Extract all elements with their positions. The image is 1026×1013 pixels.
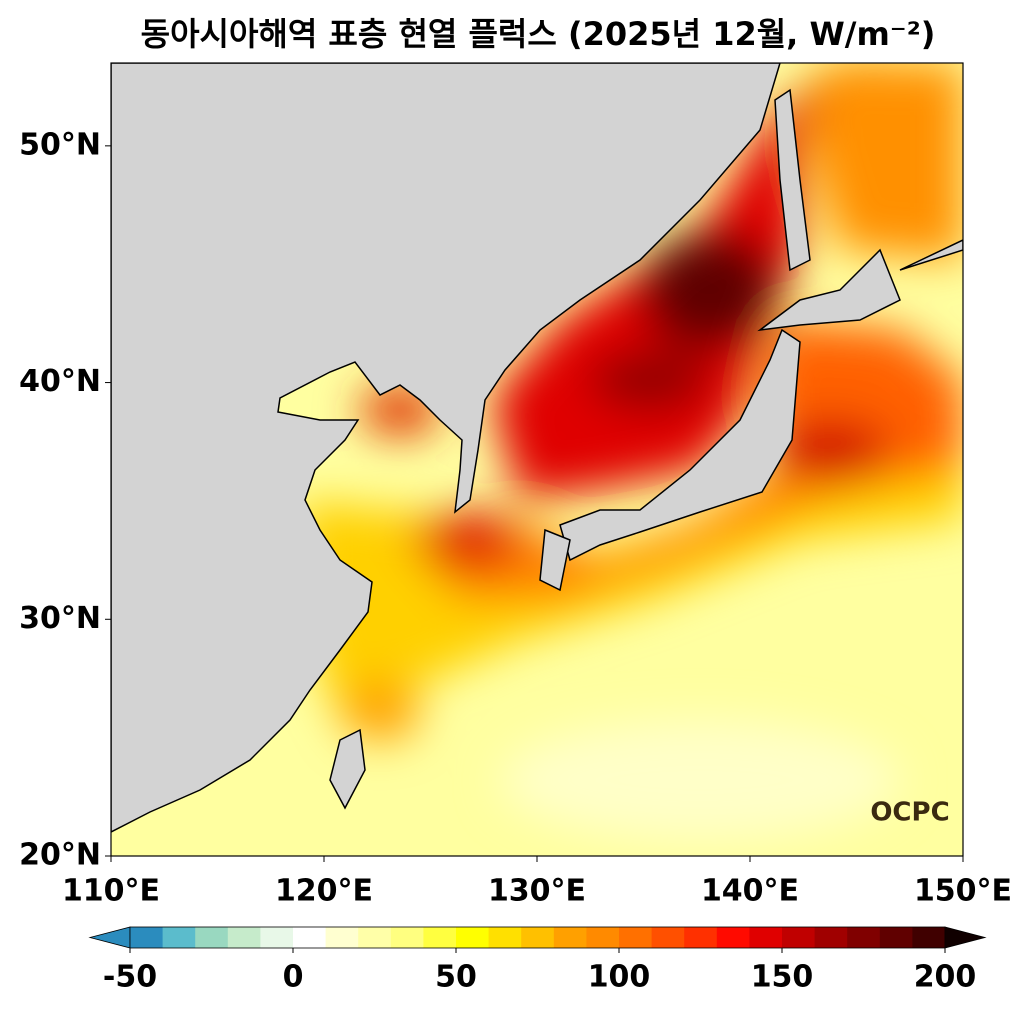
colorbar-bin: [782, 927, 816, 948]
colorbar-bin: [423, 927, 457, 948]
colorbar-bin: [847, 927, 881, 948]
title: 동아시아해역 표층 현열 플럭스 (2025년 12월, W/m⁻²): [141, 15, 936, 53]
colorbar-bin: [260, 927, 294, 948]
colorbar: -50 0 50 100 150 200: [88, 926, 987, 995]
y-tick-label: 50°N: [19, 127, 101, 162]
colorbar-tick-label: -50: [103, 960, 157, 995]
colorbar-bin: [130, 927, 164, 948]
x-tick-label: 120°E: [275, 874, 373, 909]
axes: 110°E 120°E 130°E 140°E 150°E 20°N 30°N 40°N 50°…: [19, 127, 1012, 908]
colorbar-bin: [814, 927, 848, 948]
x-tick-label: 110°E: [62, 874, 160, 909]
colorbar-bin: [227, 927, 261, 948]
colorbar-bin: [749, 927, 783, 948]
colorbar-bin: [488, 927, 522, 948]
land: [111, 63, 963, 833]
colorbar-tick-label: 200: [914, 960, 977, 995]
flux-shading: [300, 63, 963, 840]
x-tick-label: 140°E: [701, 874, 799, 909]
colorbar-tick-label: 50: [435, 960, 477, 995]
y-tick-label: 40°N: [19, 364, 101, 399]
x-tick-label: 130°E: [488, 874, 586, 909]
map-field: OCPC: [111, 63, 963, 856]
colorbar-bin: [619, 927, 653, 948]
colorbar-bin: [586, 927, 620, 948]
y-tick-label: 30°N: [19, 601, 101, 636]
colorbar-bin: [456, 927, 490, 948]
colorbar-under: [88, 926, 131, 949]
colorbar-tick-label: 100: [588, 960, 651, 995]
colorbar-bin: [162, 927, 196, 948]
colorbar-bin: [293, 927, 327, 948]
colorbar-bin: [716, 927, 750, 948]
colorbar-bin: [358, 927, 392, 948]
colorbar-tick-label: 150: [751, 960, 814, 995]
colorbar-bin: [553, 927, 587, 948]
colorbar-bin: [521, 927, 555, 948]
colorbar-bin: [879, 927, 913, 948]
colorbar-tick-label: 0: [283, 960, 304, 995]
logo: OCPC: [870, 798, 949, 828]
colorbar-bin: [651, 927, 685, 948]
colorbar-bin: [912, 927, 946, 948]
colorbar-frame: [129, 926, 946, 949]
colorbar-bin: [195, 927, 229, 948]
x-tick-label: 150°E: [914, 874, 1012, 909]
colorbar-over: [944, 926, 987, 949]
colorbar-bin: [684, 927, 718, 948]
colorbar-bin: [325, 927, 359, 948]
y-tick-label: 20°N: [19, 838, 101, 873]
colorbar-bin: [390, 927, 424, 948]
